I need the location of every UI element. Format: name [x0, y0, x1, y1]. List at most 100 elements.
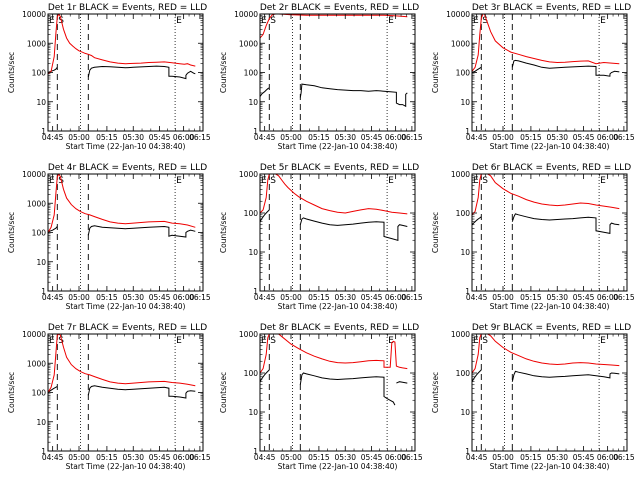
x-tick-label: 05:30 — [122, 293, 144, 302]
marker-label-e: E — [176, 336, 182, 346]
x-tick-label: 05:00 — [68, 293, 90, 302]
marker-label-e: E — [261, 16, 267, 26]
marker-label-e: E — [388, 16, 394, 26]
marker-label-s: S — [270, 336, 276, 346]
y-tick-label: 100 — [32, 69, 47, 78]
marker-label-s: S — [482, 16, 488, 26]
marker-label-e: E — [261, 176, 267, 186]
x-tick-label: 06:15 — [613, 293, 635, 302]
y-tick-label: 100 — [244, 209, 259, 218]
y-axis-label: Counts/sec — [7, 372, 16, 413]
y-tick-label: 10 — [248, 408, 258, 417]
x-tick-label: 05:15 — [308, 453, 330, 462]
panel-title: Det 2r BLACK = Events, RED = LLD — [260, 3, 419, 13]
x-tick-label: 05:45 — [149, 293, 171, 302]
x-tick-label: 06:00 — [173, 453, 195, 462]
marker-label-s: S — [270, 176, 276, 186]
marker-label-e: E — [176, 176, 182, 186]
x-tick-label: 06:00 — [597, 133, 619, 142]
panel-title: Det 5r BLACK = Events, RED = LLD — [260, 163, 419, 173]
x-tick-label: 05:00 — [280, 293, 302, 302]
x-tick-label: 04:45 — [254, 453, 276, 462]
series-lld-line — [48, 334, 196, 393]
x-tick-label: 05:00 — [492, 293, 514, 302]
x-axis-label: Start Time (22-Jan-10 04:38:40) — [490, 302, 610, 311]
plot-frame — [471, 333, 628, 452]
x-tick-label: 04:45 — [466, 453, 488, 462]
plot-frame — [471, 13, 628, 132]
y-tick-label: 10 — [248, 248, 258, 257]
x-tick-label: 05:30 — [122, 453, 144, 462]
y-tick-label: 10 — [460, 408, 470, 417]
y-tick-label: 10000 — [22, 10, 46, 19]
series-events-line — [472, 369, 620, 382]
plot-frame — [47, 13, 204, 132]
marker-label-e: E — [473, 336, 479, 346]
y-axis-label: Counts/sec — [431, 52, 440, 93]
x-tick-label: 05:30 — [122, 133, 144, 142]
y-tick-label: 1 — [465, 127, 470, 136]
x-tick-label: 06:15 — [401, 293, 423, 302]
y-tick-label: 1 — [465, 287, 470, 296]
x-tick-label: 04:45 — [42, 133, 64, 142]
y-tick-label: 1000 — [27, 39, 46, 48]
marker-label-e: E — [388, 176, 394, 186]
x-tick-label: 04:45 — [42, 453, 64, 462]
y-tick-label: 10 — [248, 98, 258, 107]
y-tick-label: 10 — [36, 258, 46, 267]
y-tick-label: 10 — [460, 248, 470, 257]
y-axis-label: Counts/sec — [431, 372, 440, 413]
panel-title: Det 4r BLACK = Events, RED = LLD — [48, 163, 207, 173]
marker-label-e: E — [473, 16, 479, 26]
marker-label-s: S — [58, 336, 64, 346]
marker-label-e: E — [473, 176, 479, 186]
x-tick-label: 05:45 — [573, 293, 595, 302]
x-tick-label: 05:45 — [149, 133, 171, 142]
y-tick-label: 1000 — [451, 330, 470, 339]
x-tick-label: 05:15 — [520, 133, 542, 142]
y-tick-label: 10000 — [234, 10, 258, 19]
x-axis-label: Start Time (22-Jan-10 04:38:40) — [490, 142, 610, 151]
x-tick-label: 05:00 — [68, 133, 90, 142]
x-tick-label: 05:15 — [308, 293, 330, 302]
x-tick-label: 06:15 — [189, 453, 211, 462]
x-tick-label: 06:15 — [401, 133, 423, 142]
x-axis-label: Start Time (22-Jan-10 04:38:40) — [490, 462, 610, 471]
y-tick-label: 1000 — [239, 330, 258, 339]
x-tick-label: 05:15 — [96, 133, 118, 142]
x-axis-label: Start Time (22-Jan-10 04:38:40) — [66, 462, 186, 471]
series-lld-line — [260, 174, 408, 215]
x-tick-label: 06:00 — [385, 453, 407, 462]
series-events-line — [48, 65, 196, 80]
y-tick-label: 100 — [244, 369, 259, 378]
x-axis-label: Start Time (22-Jan-10 04:38:40) — [278, 302, 398, 311]
y-tick-label: 1 — [253, 447, 258, 456]
marker-label-e: E — [600, 176, 606, 186]
series-lld-line — [260, 334, 408, 374]
series-lld-line — [48, 14, 196, 75]
y-tick-label: 1 — [465, 447, 470, 456]
marker-label-e: E — [176, 16, 182, 26]
y-axis-label: Counts/sec — [219, 212, 228, 253]
y-tick-label: 10000 — [446, 10, 470, 19]
x-tick-label: 05:30 — [546, 133, 568, 142]
x-tick-label: 06:15 — [189, 133, 211, 142]
x-tick-label: 05:30 — [334, 293, 356, 302]
x-tick-label: 04:45 — [466, 133, 488, 142]
x-tick-label: 06:00 — [597, 453, 619, 462]
series-lld-line — [48, 174, 196, 233]
y-tick-label: 1000 — [239, 39, 258, 48]
y-tick-label: 100 — [32, 389, 47, 398]
series-lld-line — [260, 14, 408, 39]
x-tick-label: 04:45 — [42, 293, 64, 302]
marker-label-e: E — [600, 16, 606, 26]
marker-label-e: E — [261, 336, 267, 346]
x-tick-label: 05:45 — [573, 453, 595, 462]
